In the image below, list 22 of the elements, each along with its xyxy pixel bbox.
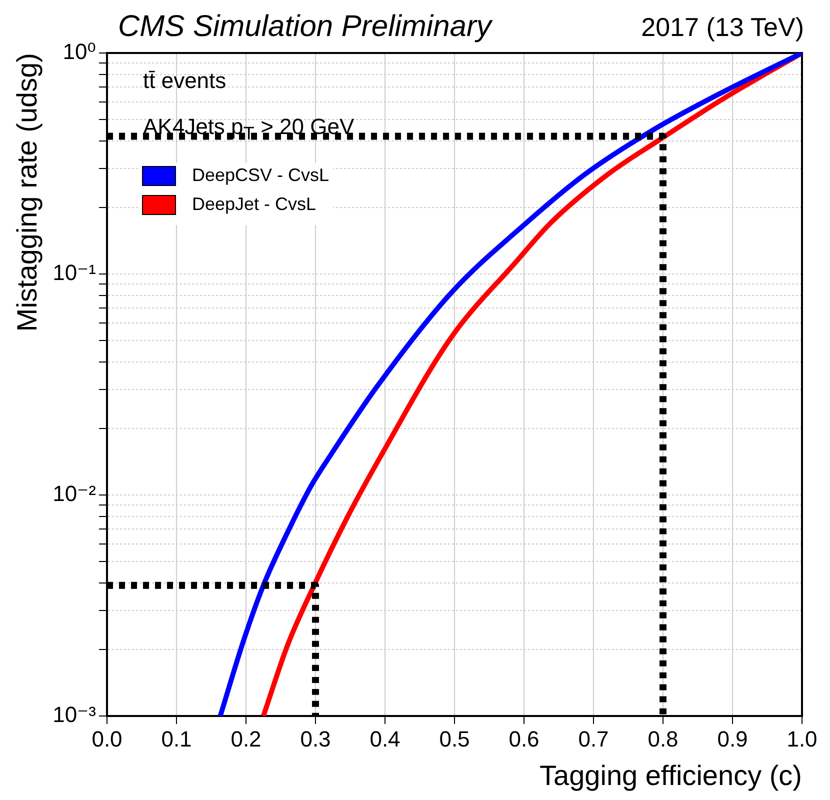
x-tick-label: 0.8 [648, 726, 678, 752]
x-tick-label: 0.6 [508, 726, 540, 752]
y-tick-label: 10⁻² [52, 481, 96, 506]
x-tick-label: 0.7 [578, 726, 609, 752]
y-tick-label: 10⁻³ [52, 702, 96, 728]
chart-title: CMS Simulation Preliminary [118, 10, 492, 44]
y-tick-label: 10⁰ [62, 39, 96, 64]
x-tick-label: 0.0 [92, 726, 122, 752]
annotation: tt̄ events [143, 68, 226, 94]
y-axis-title: Mistagging rate (udsg) [12, 53, 43, 332]
x-tick-label: 0.2 [230, 726, 262, 752]
x-tick-label: 0.5 [439, 726, 470, 752]
y-tick-label: 10⁻¹ [52, 260, 96, 286]
legend-label: DeepJet - CvsL [192, 194, 316, 215]
legend-label: DeepCSV - CvsL [192, 165, 330, 186]
x-tick-label: 0.1 [161, 726, 192, 752]
x-tick-label: 0.9 [717, 726, 748, 752]
x-tick-label: 1.0 [786, 726, 818, 752]
chart-subtitle: 2017 (13 TeV) [641, 12, 804, 43]
x-tick-label: 0.4 [370, 726, 400, 752]
x-axis-title: Tagging efficiency (c) [540, 760, 802, 791]
x-tick-label: 0.3 [300, 726, 331, 752]
